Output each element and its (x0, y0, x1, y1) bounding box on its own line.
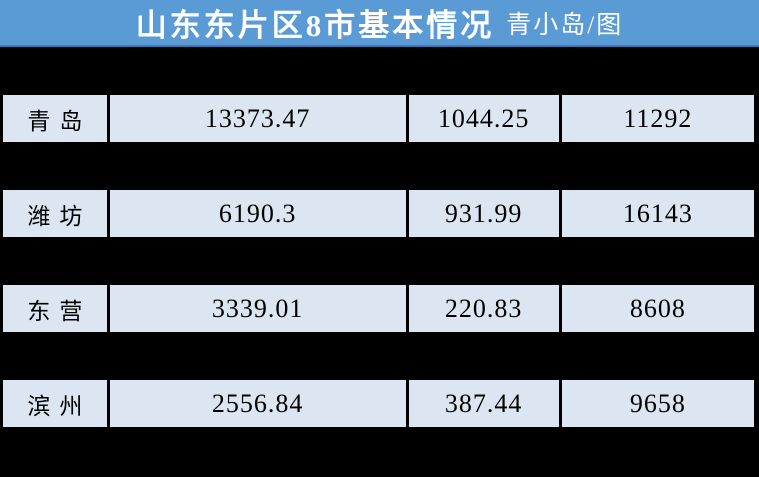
table-row: 潍坊 6190.3 931.99 16143 (0, 190, 759, 237)
table-row: 青岛 13373.47 1044.25 11292 (0, 95, 759, 142)
page-title: 山东东片区8市基本情况 (135, 8, 495, 43)
value-cell: 16143 (558, 190, 754, 237)
credit-label: 青小岛/图 (506, 11, 624, 39)
table-row: 东营 3339.01 220.83 8608 (0, 285, 759, 332)
table-row: 滨州 2556.84 387.44 9658 (0, 380, 759, 427)
value-cell: 3339.01 (106, 285, 406, 332)
city-cell: 青岛 (3, 95, 107, 142)
redacted-band (0, 142, 759, 190)
redacted-header-band (0, 47, 759, 95)
redacted-footer-band (0, 427, 759, 477)
value-cell: 931.99 (405, 190, 559, 237)
redacted-band (0, 237, 759, 285)
value-cell: 2556.84 (106, 380, 406, 427)
value-cell: 9658 (558, 380, 754, 427)
value-cell: 220.83 (405, 285, 559, 332)
redacted-band (0, 332, 759, 380)
value-cell: 1044.25 (405, 95, 559, 142)
title-bar: 山东东片区8市基本情况 青小岛/图 (0, 0, 759, 47)
city-cell: 滨州 (3, 380, 107, 427)
value-cell: 387.44 (405, 380, 559, 427)
value-cell: 13373.47 (106, 95, 406, 142)
value-cell: 6190.3 (106, 190, 406, 237)
value-cell: 8608 (558, 285, 754, 332)
value-cell: 11292 (558, 95, 754, 142)
city-cell: 东营 (3, 285, 107, 332)
city-cell: 潍坊 (3, 190, 107, 237)
